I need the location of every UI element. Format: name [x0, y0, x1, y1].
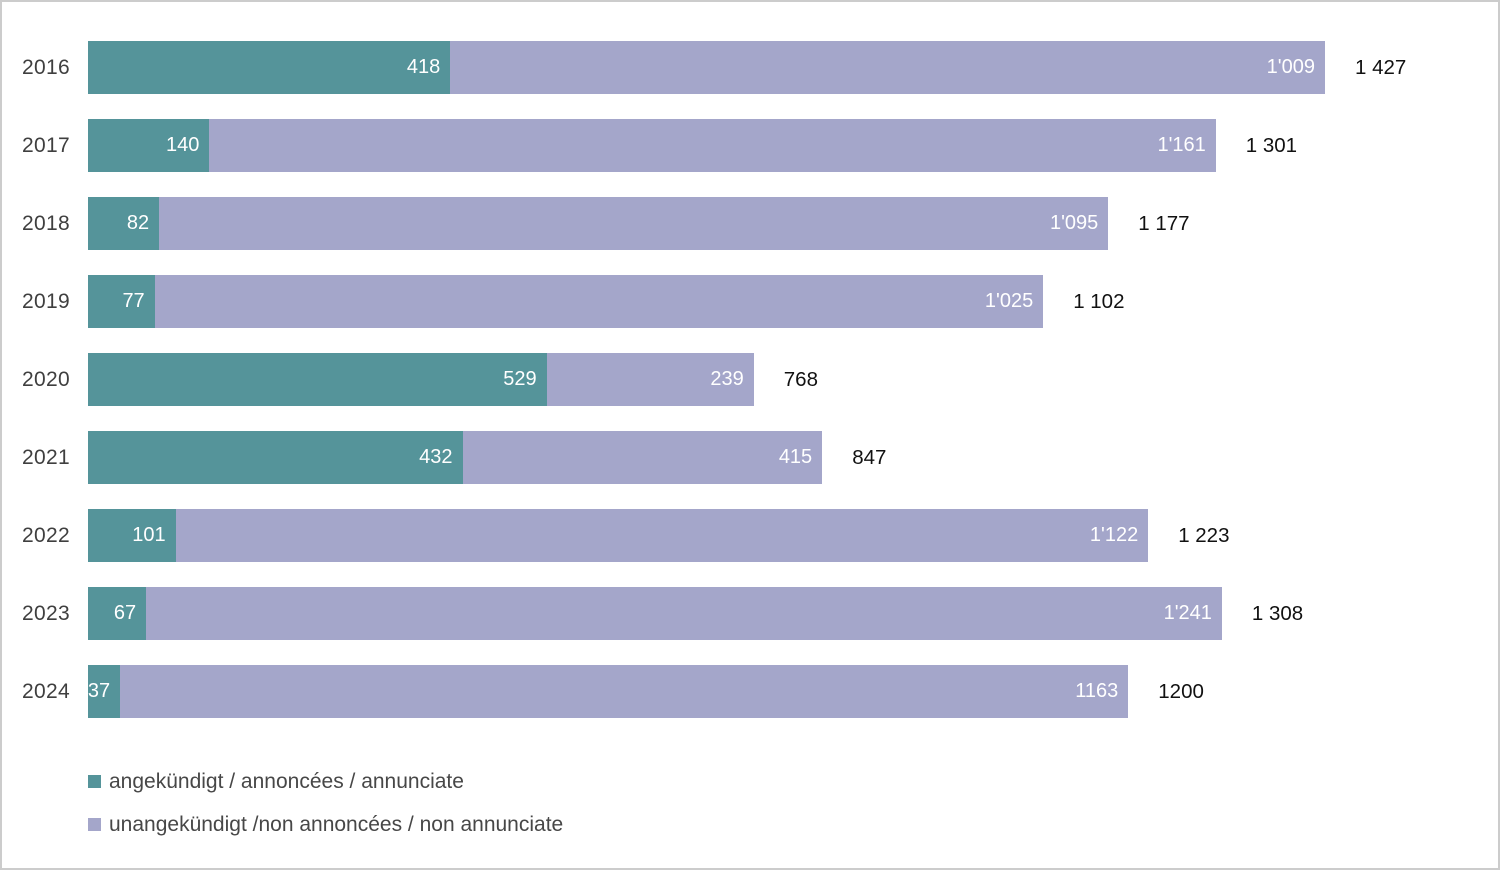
unannounced-value-label: 1'009: [1266, 56, 1315, 78]
legend-label-announced: angekündigt / annoncées / annunciate: [109, 769, 464, 793]
announced-segment: 418: [88, 41, 451, 94]
legend-label-unannounced: unangekündigt /non annoncées / non annun…: [109, 812, 564, 836]
unannounced-segment: 1'241: [146, 587, 1222, 640]
unannounced-value-label: 1'095: [1049, 212, 1099, 234]
stacked-bar-chart: 2016 418 1'009 1 427 2017 140 1'161 1 301 2018 82…: [2, 2, 1498, 846]
bar-row: 2020 529 239 768: [2, 353, 1498, 406]
announced-value-label: 77: [122, 290, 145, 312]
bar-row: 2022 101 1'122 1 223: [2, 509, 1498, 562]
year-label: 2016: [22, 55, 70, 79]
announced-value-label: 67: [113, 602, 137, 624]
total-label: 1200: [1158, 679, 1204, 703]
unannounced-segment: 239: [546, 353, 754, 406]
unannounced-value-label: 1'241: [1163, 602, 1212, 624]
announced-segment: 77: [88, 275, 155, 328]
announced-value-label: 140: [166, 134, 200, 156]
legend-swatch-announced-icon: [88, 775, 101, 788]
bar-track: 418 1'009 1 427: [88, 41, 1406, 94]
unannounced-value-label: 1163: [1075, 680, 1119, 702]
year-label: 2023: [22, 601, 70, 625]
announced-segment: 101: [88, 509, 176, 562]
announced-segment: 82: [88, 197, 160, 250]
year-label: 2024: [22, 679, 70, 703]
bar-track: 529 239 768: [88, 353, 818, 406]
announced-value-label: 82: [126, 212, 150, 234]
bar-row: 2017 140 1'161 1 301: [2, 119, 1498, 172]
bar-row: 2021 432 415 847: [2, 431, 1498, 484]
announced-value-label: 432: [419, 446, 453, 468]
bar-track: 82 1'095 1 177: [88, 197, 1190, 250]
year-label: 2018: [22, 211, 70, 235]
unannounced-segment: 1'025: [154, 275, 1044, 328]
total-label: 768: [783, 367, 818, 391]
total-label: 1 301: [1245, 133, 1298, 157]
bar-rows: 2016 418 1'009 1 427 2017 140 1'161 1 301 2018 82…: [2, 41, 1498, 718]
bar-track: 77 1'025 1 102: [88, 275, 1125, 328]
announced-segment: 140: [88, 119, 210, 172]
total-label: 1 223: [1178, 523, 1230, 547]
bar-track: 101 1'122 1 223: [88, 509, 1230, 562]
bar-track: 37 1163 1200: [88, 665, 1204, 718]
unannounced-segment: 1'161: [209, 119, 1216, 172]
unannounced-value-label: 239: [710, 368, 744, 390]
year-label: 2020: [22, 367, 70, 391]
bar-track: 432 415 847: [88, 431, 886, 484]
legend-item-announced: angekündigt / annoncées / annunciate: [88, 760, 1498, 803]
announced-segment: 67: [88, 587, 147, 640]
legend: angekündigt / annoncées / annunciate una…: [88, 760, 1498, 846]
year-label: 2019: [22, 289, 70, 313]
legend-item-unannounced: unangekündigt /non annoncées / non annun…: [88, 803, 1498, 846]
unannounced-segment: 1'122: [175, 509, 1149, 562]
announced-value-label: 101: [132, 524, 166, 546]
unannounced-segment: 415: [462, 431, 823, 484]
unannounced-segment: 1'009: [450, 41, 1325, 94]
year-label: 2021: [22, 445, 70, 469]
total-label: 1 177: [1138, 211, 1190, 235]
total-label: 847: [852, 445, 887, 469]
bar-row: 2024 37 1163 1200: [2, 665, 1498, 718]
year-label: 2017: [22, 133, 70, 157]
unannounced-value-label: 1'122: [1089, 524, 1139, 546]
unannounced-value-label: 1'161: [1157, 134, 1206, 156]
bar-row: 2019 77 1'025 1 102: [2, 275, 1498, 328]
announced-value-label: 529: [503, 368, 537, 390]
unannounced-segment: 1'095: [159, 197, 1109, 250]
announced-segment: 432: [88, 431, 463, 484]
unannounced-segment: 1163: [120, 665, 1129, 718]
announced-value-label: 418: [406, 56, 441, 78]
bar-row: 2023 67 1'241 1 308: [2, 587, 1498, 640]
year-label: 2022: [22, 523, 70, 547]
bar-track: 140 1'161 1 301: [88, 119, 1297, 172]
bar-row: 2016 418 1'009 1 427: [2, 41, 1498, 94]
bar-track: 67 1'241 1 308: [88, 587, 1303, 640]
total-label: 1 427: [1354, 55, 1407, 79]
announced-value-label: 37: [87, 680, 111, 702]
total-label: 1 102: [1073, 289, 1125, 313]
unannounced-value-label: 415: [778, 446, 813, 468]
unannounced-value-label: 1'025: [984, 290, 1034, 312]
total-label: 1 308: [1251, 601, 1304, 625]
bar-row: 2018 82 1'095 1 177: [2, 197, 1498, 250]
announced-segment: 37: [87, 665, 121, 718]
announced-segment: 529: [88, 353, 547, 406]
legend-swatch-unannounced-icon: [88, 818, 101, 831]
